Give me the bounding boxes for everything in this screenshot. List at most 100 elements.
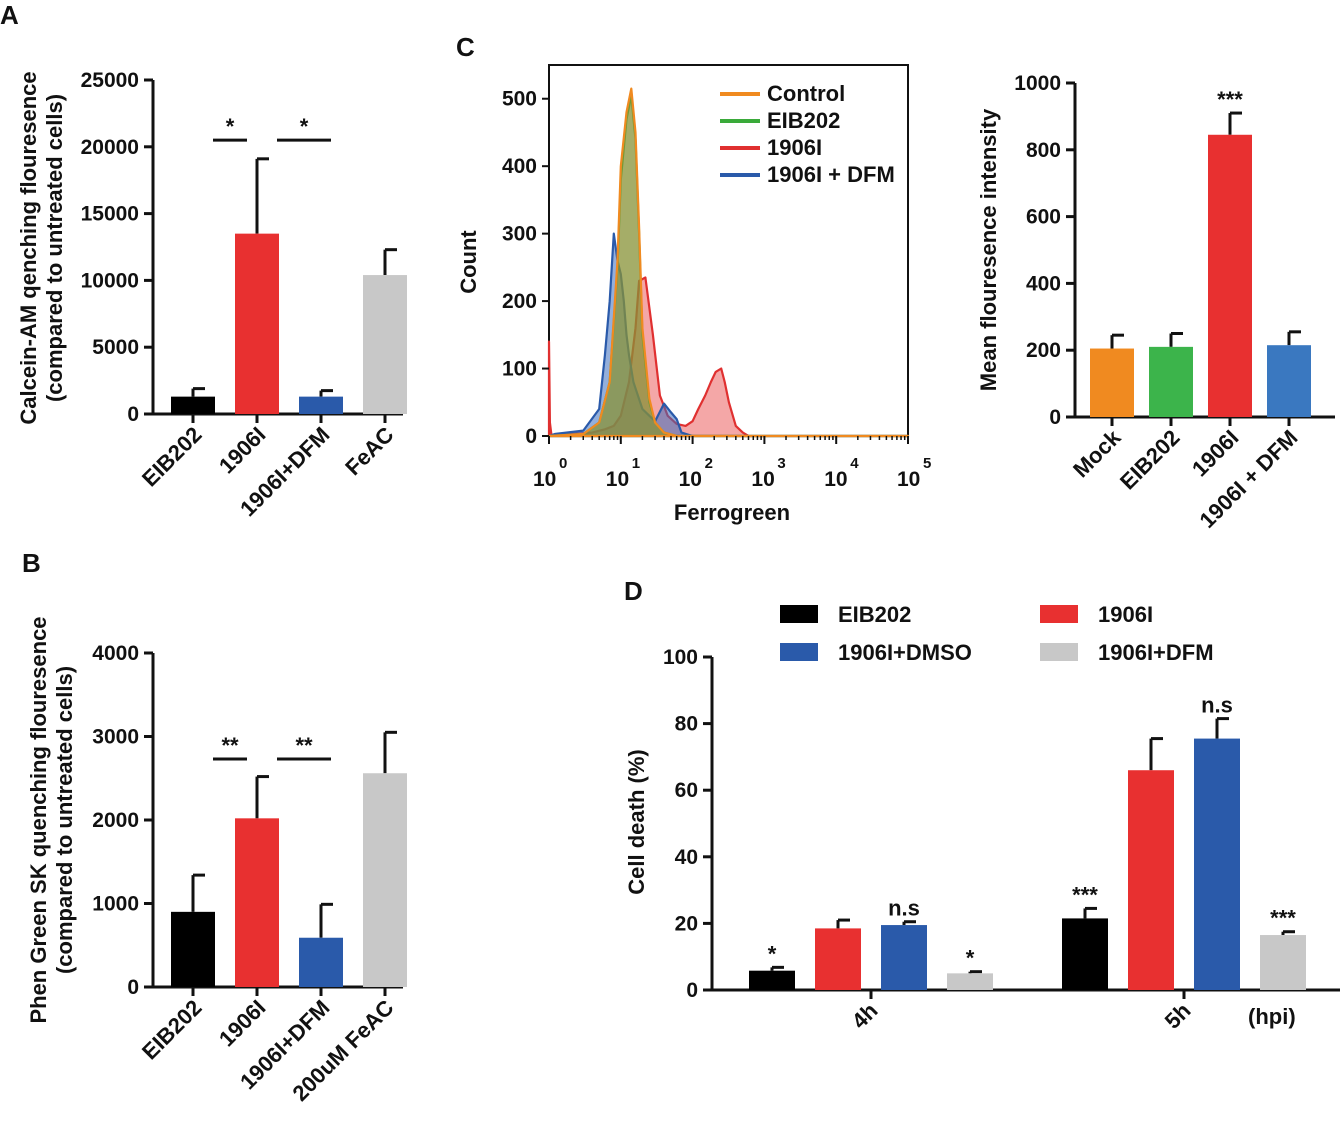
bar (1128, 770, 1174, 990)
x-tick-exponent: 5 (923, 455, 931, 472)
y-tick-label: 0 (1049, 406, 1061, 429)
bar (1194, 738, 1240, 990)
y-tick-label: 25000 (81, 69, 139, 92)
y-axis-label: Cell death (%) (624, 749, 649, 894)
x-tick-label: 10 (533, 468, 556, 491)
bar (1208, 134, 1252, 417)
y-axis-label: Count (456, 230, 481, 294)
y-tick-label: 80 (675, 713, 698, 736)
legend-label: EIB202 (838, 602, 911, 627)
y-tick-label: 500 (502, 88, 537, 111)
x-tick-label: 10 (679, 468, 702, 491)
y-tick-label: 20 (675, 912, 698, 935)
x-tick-label: 10 (897, 468, 920, 491)
legend-label: 1906I (1098, 602, 1153, 627)
x-tick-label: FeAC (340, 422, 398, 480)
bar (363, 275, 407, 414)
bar (235, 818, 279, 987)
significance-label: n.s (888, 896, 920, 921)
y-axis-label: Mean flouresence intensity (976, 108, 1001, 391)
y-tick-label: 5000 (92, 336, 139, 359)
y-tick-label: 40 (675, 846, 698, 869)
bar (749, 970, 795, 990)
x-axis-label: Ferrogreen (674, 500, 790, 525)
bar (815, 928, 861, 990)
x-tick-exponent: 3 (777, 455, 785, 472)
panel-label-a: A (0, 0, 19, 30)
x-tick-label: EIB202 (137, 422, 207, 492)
x-tick-label: 1906I (214, 995, 271, 1052)
significance-label: ** (295, 733, 313, 758)
y-axis-label: Phen Green SK quenching flouresence (26, 616, 51, 1023)
chart-a-calcein: 0 5000 10000 15000 20000 25000 Calcein-AM qenc… (16, 69, 407, 521)
legend-label: 1906I (767, 135, 822, 160)
x-tick-label: 5h (1160, 998, 1196, 1034)
bar (881, 925, 927, 990)
y-tick-label: 1000 (92, 893, 139, 916)
x-axis-unit: (hpi) (1248, 1004, 1296, 1029)
y-tick-label: 600 (1026, 206, 1061, 229)
legend-swatch (1040, 605, 1078, 623)
significance-label: *** (1072, 882, 1098, 907)
x-tick-label: 10 (606, 468, 629, 491)
x-tick-label: EIB202 (137, 995, 207, 1065)
x-tick-label: 1906I (1187, 425, 1244, 482)
y-axis-label: Calcein-AM qenching flouresence (16, 71, 41, 424)
y-tick-label: 2000 (92, 809, 139, 832)
y-axis-label: (compared to untreated cells) (52, 666, 77, 974)
y-tick-label: 0 (686, 979, 698, 1002)
y-tick-label: 4000 (92, 642, 139, 665)
bar (363, 773, 407, 987)
y-tick-label: 100 (663, 646, 698, 669)
x-tick-label: 4h (847, 998, 883, 1034)
bar (1149, 346, 1193, 417)
y-tick-label: 0 (127, 976, 139, 999)
legend-swatch (780, 643, 818, 661)
x-tick-label: 10 (751, 468, 774, 491)
bar (1090, 348, 1134, 417)
significance-label: n.s (1201, 693, 1233, 718)
y-tick-label: 15000 (81, 203, 139, 226)
x-tick-exponent: 1 (632, 455, 640, 472)
y-tick-label: 0 (127, 403, 139, 426)
y-tick-label: 20000 (81, 136, 139, 159)
legend-label: Control (767, 81, 845, 106)
y-tick-label: 200 (502, 290, 537, 313)
bar (1260, 935, 1306, 990)
legend-label: 1906I + DFM (767, 162, 895, 187)
bar (1062, 918, 1108, 990)
legend-swatch (780, 605, 818, 623)
significance-label: *** (1217, 87, 1243, 112)
panel-label-c: C (456, 32, 475, 62)
significance-label: * (966, 946, 975, 971)
x-tick-exponent: 4 (850, 455, 859, 472)
significance-label: * (300, 114, 309, 139)
chart-b-phen-green: 0 1000 2000 3000 4000 Phen Green SK quenching… (26, 616, 407, 1106)
significance-label: ** (221, 733, 239, 758)
chart-c-mean-intensity: 0 200 400 600 800 1000 Mean flouresence intens… (976, 72, 1335, 533)
y-tick-label: 300 (502, 223, 537, 246)
bar (1267, 345, 1311, 417)
y-axis-label: (compared to untreated cells) (42, 94, 67, 402)
chart-c-histogram: 0100200300400500100101102103104105Ferrog… (456, 64, 931, 525)
x-tick-label: 1906I (214, 422, 271, 479)
y-tick-label: 100 (502, 358, 537, 381)
y-tick-label: 200 (1026, 339, 1061, 362)
bar (299, 937, 343, 987)
y-tick-label: 1000 (1014, 72, 1061, 95)
legend-label: 1906I+DFM (1098, 640, 1214, 665)
legend-swatch (1040, 643, 1078, 661)
panel-label-b: B (22, 548, 41, 578)
significance-label: *** (1270, 906, 1296, 931)
x-tick-label: EIB202 (1115, 425, 1185, 495)
bar (171, 911, 215, 987)
histogram-series (547, 87, 910, 438)
legend-label: 1906I+DMSO (838, 640, 972, 665)
y-tick-label: 3000 (92, 726, 139, 749)
chart-d-cell-death: 0 20 40 60 80 100 Cell death (%) * n.s * 4h *** n.s *… (624, 602, 1340, 1034)
y-tick-label: 400 (502, 155, 537, 178)
x-tick-exponent: 0 (559, 455, 567, 472)
y-tick-label: 800 (1026, 139, 1061, 162)
bar (235, 233, 279, 414)
